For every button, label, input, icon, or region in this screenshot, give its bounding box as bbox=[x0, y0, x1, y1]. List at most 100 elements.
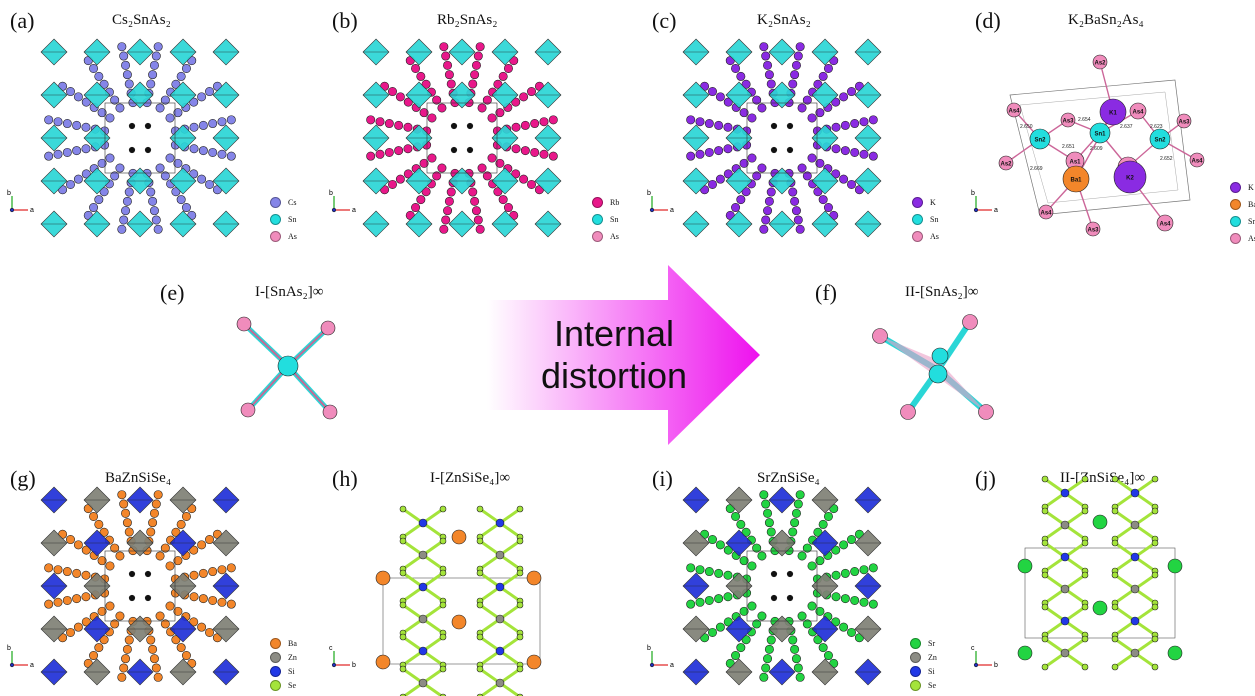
as-atom bbox=[320, 320, 336, 336]
cation-atom bbox=[441, 51, 451, 61]
cation-atom bbox=[149, 508, 159, 518]
cation-atom bbox=[208, 147, 218, 157]
cation-atom bbox=[511, 144, 521, 154]
channel-atom bbox=[770, 146, 778, 154]
cation-atom bbox=[503, 203, 513, 213]
cation-atom bbox=[859, 565, 869, 575]
cation-atom bbox=[831, 97, 841, 107]
atom bbox=[998, 155, 1014, 171]
panel-h-title: I-[ZnSiSe₄]∞ bbox=[430, 470, 511, 486]
cation-atom bbox=[105, 561, 115, 571]
cation-atom bbox=[795, 42, 805, 52]
cation-atom bbox=[807, 153, 817, 163]
cation-atom bbox=[160, 95, 170, 105]
legend-dot-as bbox=[1230, 233, 1241, 244]
legend-dot-si bbox=[270, 665, 281, 677]
cation-atom bbox=[847, 535, 857, 545]
cation-atom bbox=[831, 545, 841, 555]
cation-atom bbox=[72, 568, 82, 578]
cation-atom bbox=[493, 187, 503, 197]
cation-atom bbox=[761, 215, 771, 225]
cation-atom bbox=[731, 63, 741, 73]
cation-atom bbox=[176, 71, 186, 81]
cation-atom bbox=[44, 563, 54, 573]
cation-atom bbox=[788, 527, 798, 537]
channel-atom bbox=[786, 122, 794, 130]
se-atom bbox=[439, 601, 447, 609]
cation-atom bbox=[482, 95, 492, 105]
structure-c bbox=[682, 38, 882, 238]
atom-label: As4 bbox=[1132, 110, 1144, 116]
cation-atom bbox=[124, 187, 134, 197]
se-atom bbox=[1041, 475, 1049, 483]
axis-origin bbox=[331, 207, 337, 213]
cation-atom bbox=[759, 224, 769, 234]
cation-atom bbox=[439, 224, 449, 234]
channel-atom bbox=[144, 594, 152, 602]
cation-atom bbox=[115, 611, 125, 621]
legend-label: As bbox=[288, 232, 297, 241]
cation-atom bbox=[226, 563, 236, 573]
cation-atom bbox=[473, 215, 483, 225]
cation-atom bbox=[530, 147, 540, 157]
cation-atom bbox=[723, 545, 733, 555]
cation-atom bbox=[62, 595, 72, 605]
cation-atom bbox=[427, 113, 437, 123]
cation-atom bbox=[173, 108, 183, 118]
panel-c-title: K₂SnAs₂ bbox=[757, 12, 811, 28]
cation-atom bbox=[403, 144, 413, 154]
cation-atom bbox=[815, 158, 825, 168]
cation-atom bbox=[470, 70, 480, 80]
cation-atom bbox=[759, 490, 769, 500]
cation-atom bbox=[81, 570, 91, 580]
se-atom bbox=[516, 601, 524, 609]
se-atom bbox=[516, 633, 524, 641]
panel-j-label: (j) bbox=[975, 466, 996, 491]
legend-label: K bbox=[930, 198, 936, 207]
cation-atom bbox=[81, 169, 91, 179]
axis-label-horizontal: a bbox=[994, 207, 998, 214]
cation-atom bbox=[686, 563, 696, 573]
cation-atom bbox=[171, 187, 181, 197]
cation-atom bbox=[73, 622, 83, 632]
cation-atom bbox=[99, 635, 109, 645]
se-atom bbox=[1111, 635, 1119, 643]
cation-atom bbox=[197, 174, 207, 184]
cation-atom bbox=[160, 619, 170, 629]
channel-atom bbox=[128, 594, 136, 602]
cation-atom bbox=[44, 115, 54, 125]
cation-atom bbox=[146, 527, 156, 537]
channel-atom bbox=[450, 122, 458, 130]
cation-atom bbox=[802, 543, 812, 553]
panel-h-label: (h) bbox=[332, 466, 358, 491]
cation-atom bbox=[759, 42, 769, 52]
cation-atom bbox=[807, 561, 817, 571]
cation-atom bbox=[81, 97, 91, 107]
cation-atom bbox=[149, 60, 159, 70]
atom bbox=[1156, 214, 1174, 232]
atom-label: As4 bbox=[1191, 159, 1203, 165]
channel-atom bbox=[466, 146, 474, 154]
atom-label: As2 bbox=[1094, 61, 1106, 67]
legend-dot-se bbox=[910, 679, 921, 691]
unit-cell bbox=[746, 102, 818, 174]
cation-atom bbox=[741, 527, 751, 537]
panel-b-title: Rb₂SnAs₂ bbox=[437, 12, 498, 28]
cation-atom bbox=[99, 79, 109, 89]
cation-atom bbox=[840, 594, 850, 604]
se-atom bbox=[1151, 571, 1159, 579]
se-atom bbox=[476, 569, 484, 577]
atom-label: Ba1 bbox=[1070, 178, 1082, 184]
legend-dot-rb bbox=[592, 197, 603, 208]
cation-atom bbox=[847, 87, 857, 97]
distortion-arrow bbox=[487, 265, 760, 445]
cation-atom bbox=[81, 144, 91, 154]
panel-a-title: Cs₂SnAs₂ bbox=[112, 12, 171, 28]
legend-g: Ba Zn Si Se bbox=[270, 636, 297, 692]
cation-atom bbox=[115, 103, 125, 113]
cation-atom bbox=[714, 146, 724, 156]
cation-atom bbox=[53, 597, 63, 607]
legend-label: Si bbox=[928, 666, 935, 676]
legend-dot-sn bbox=[912, 214, 923, 225]
se-atom bbox=[1151, 663, 1159, 671]
